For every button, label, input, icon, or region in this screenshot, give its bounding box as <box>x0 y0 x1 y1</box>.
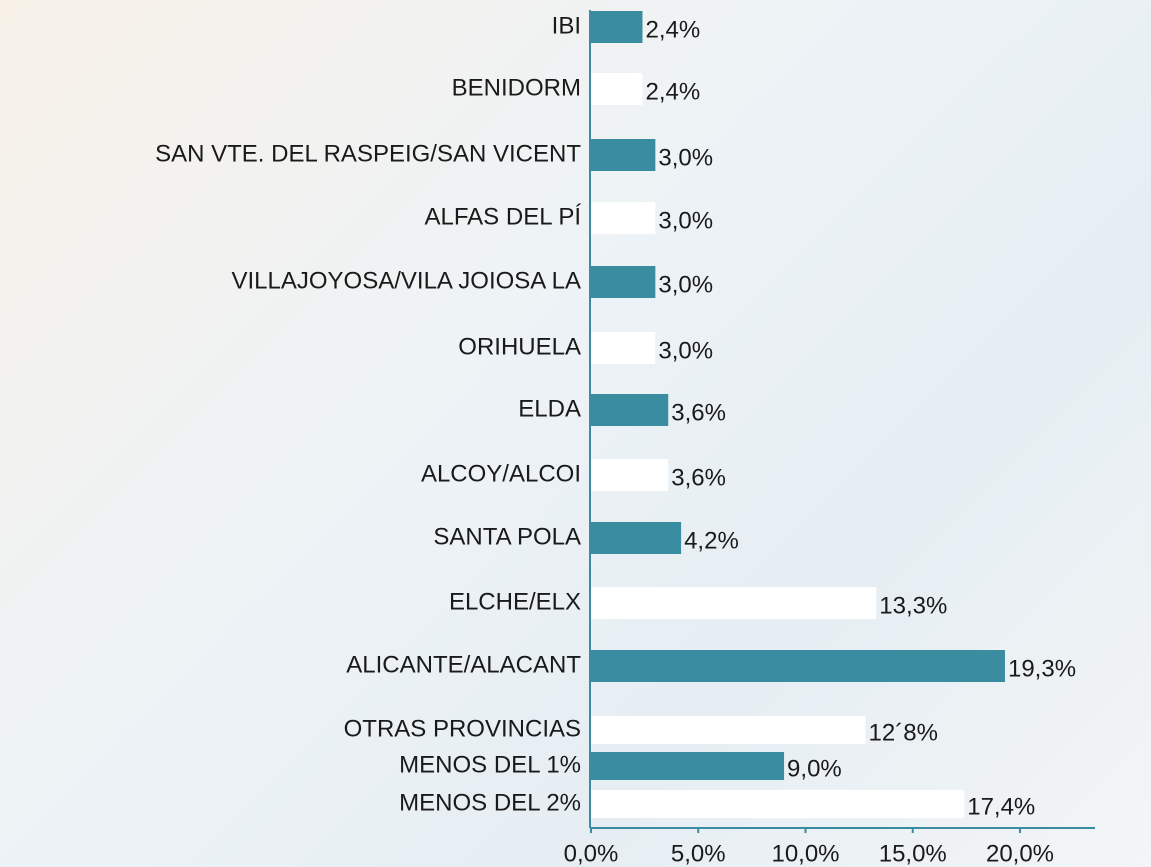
category-label: MENOS DEL 2% <box>399 789 581 816</box>
category-label: MENOS DEL 1% <box>399 751 581 778</box>
x-tick-label: 15,0% <box>879 840 947 867</box>
x-tick-label: 10,0% <box>771 840 839 867</box>
x-tick-label: 20,0% <box>986 840 1054 867</box>
value-label: 19,3% <box>1008 655 1076 682</box>
value-label: 3,6% <box>671 464 726 491</box>
category-label: ELCHE/ELX <box>449 588 581 615</box>
bar <box>591 202 656 234</box>
bar <box>591 394 669 426</box>
value-label: 12´8% <box>869 719 938 746</box>
x-tick-label: 0,0% <box>564 840 619 867</box>
value-label: 3,6% <box>671 399 726 426</box>
category-label: ALICANTE/ALACANT <box>346 651 581 678</box>
value-label: 2,4% <box>645 16 700 43</box>
bar <box>591 459 669 491</box>
value-label: 13,3% <box>879 592 947 619</box>
category-label: ALCOY/ALCOI <box>421 460 581 487</box>
category-label: ELDA <box>518 395 581 422</box>
category-label: VILLAJOYOSA/VILA JOIOSA LA <box>232 267 582 294</box>
bar <box>591 522 682 554</box>
value-label: 4,2% <box>684 527 739 554</box>
value-label: 3,0% <box>658 337 713 364</box>
category-label: SAN VTE. DEL RASPEIG/SAN VICENT <box>155 140 581 167</box>
value-label: 3,0% <box>658 207 713 234</box>
value-label: 2,4% <box>645 78 700 105</box>
x-tick-label: 5,0% <box>671 840 726 867</box>
value-label: 9,0% <box>787 755 842 782</box>
category-label: ORIHUELA <box>458 333 581 360</box>
bar <box>591 587 877 619</box>
value-label: 3,0% <box>658 144 713 171</box>
bar <box>591 139 656 171</box>
bar <box>591 73 643 105</box>
bar <box>591 11 643 43</box>
bar <box>591 716 866 744</box>
bar <box>591 266 656 298</box>
category-label: IBI <box>552 12 581 39</box>
category-label: OTRAS PROVINCIAS <box>344 715 581 742</box>
bar <box>591 790 965 818</box>
value-label: 3,0% <box>658 271 713 298</box>
category-label: BENIDORM <box>452 74 581 101</box>
bar <box>591 332 656 364</box>
bar <box>591 650 1005 682</box>
bar <box>591 752 785 780</box>
value-label: 17,4% <box>967 793 1035 820</box>
category-label: ALFAS DEL PÍ <box>424 203 581 230</box>
category-label: SANTA POLA <box>433 523 581 550</box>
